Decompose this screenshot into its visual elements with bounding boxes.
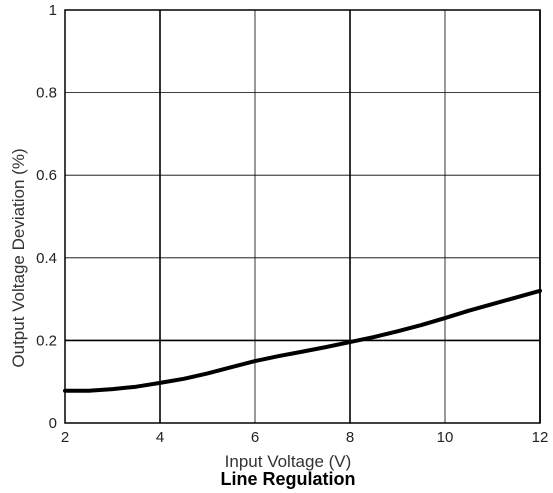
x-tick-label: 6 [251,429,259,446]
plot-frame [64,9,541,424]
y-tick-label: 1 [49,2,57,19]
y-axis-label: Output Voltage Deviation (%) [9,148,28,367]
x-tick-labels: 2 4 6 8 10 12 [61,429,549,446]
x-tick-label: 4 [156,429,164,446]
x-tick-label: 8 [346,429,354,446]
x-tick-label: 10 [437,429,454,446]
x-tick-label: 12 [532,429,549,446]
y-tick-label: 0.8 [36,85,57,102]
y-tick-label: 0.6 [36,167,57,184]
y-tick-labels: 0 0.2 0.4 0.6 0.8 1 [36,2,57,432]
series-line [63,288,542,393]
x-axis-label: Input Voltage (V) [225,452,352,471]
chart-title: Line Regulation [221,469,356,489]
plot-background [65,10,540,423]
y-tick-label: 0.4 [36,250,57,267]
x-tick-label: 2 [61,429,69,446]
y-tick-label: 0.2 [36,332,57,349]
y-tick-label: 0 [49,415,57,432]
